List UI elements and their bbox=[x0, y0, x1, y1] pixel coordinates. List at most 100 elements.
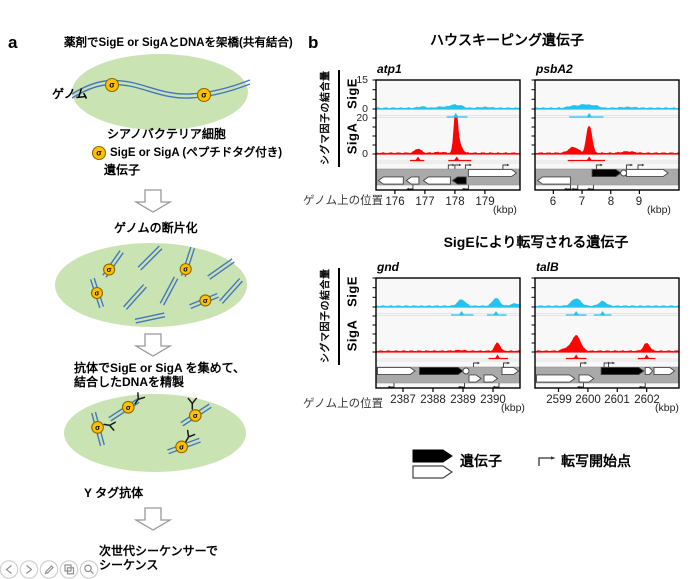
plot-talB: talB 2599 2600 2601 2602 (kbp) bbox=[530, 260, 685, 417]
y-antibody-icon bbox=[103, 421, 116, 431]
peak-summit-triangle bbox=[493, 311, 499, 315]
signal-track bbox=[375, 342, 521, 353]
plot-gene-name: psbA2 bbox=[536, 62, 573, 76]
tss-arrowhead bbox=[477, 361, 480, 365]
tss-arrowhead bbox=[600, 163, 603, 167]
signal-track bbox=[375, 116, 521, 155]
peak-summit-triangle bbox=[453, 113, 459, 117]
x-tick-label: 6 bbox=[549, 196, 557, 208]
svg-text:σ: σ bbox=[183, 265, 188, 274]
tss-arrowhead bbox=[641, 163, 645, 167]
white-gene-arrow bbox=[468, 374, 482, 383]
tss-icon bbox=[626, 164, 631, 169]
toolbar-button-previous-icon[interactable] bbox=[0, 560, 19, 579]
y-axis-label: シグマ因子の結合量 bbox=[320, 268, 332, 364]
genome-dna-strand bbox=[71, 79, 251, 99]
edit-pencil-icon[interactable] bbox=[39, 560, 59, 579]
black-gene-arrow bbox=[419, 366, 464, 376]
plot-psbA2: psbA2 6 7 8 9 (kbp) bbox=[530, 62, 685, 219]
svg-text:σ: σ bbox=[95, 423, 100, 432]
tss-arrowhead bbox=[612, 361, 615, 365]
x-axis-label: ゲノム上の位置 bbox=[303, 195, 384, 207]
white-gene-arrow bbox=[405, 176, 420, 185]
x-tick-label: 2601 bbox=[604, 394, 630, 406]
tss-arrowhead bbox=[452, 163, 455, 167]
cell-ellipse-1 bbox=[72, 54, 248, 130]
kbp-unit-label: (kbp) bbox=[501, 402, 525, 414]
white-gene-arrow bbox=[626, 168, 669, 178]
step3-title-2: 結合したDNAを精製 bbox=[74, 375, 184, 389]
tss-icon bbox=[595, 164, 601, 169]
svg-text:σ: σ bbox=[193, 411, 198, 420]
x-tick-label: 9 bbox=[635, 196, 643, 208]
antibody-label: Y タグ抗体 bbox=[84, 486, 144, 500]
dna-fragment bbox=[207, 258, 235, 280]
white-gene-arrow bbox=[501, 366, 520, 376]
panel-b-label: b bbox=[308, 33, 319, 52]
kbp-unit-label: (kbp) bbox=[647, 204, 671, 216]
dna-fragment bbox=[137, 245, 163, 271]
tss-icon bbox=[408, 185, 414, 190]
plot-gnd: gnd 2387 2388 2389 2390 (kbp) bbox=[371, 260, 526, 417]
y-axis-number: 0 bbox=[362, 148, 368, 160]
svg-text:σ: σ bbox=[109, 81, 115, 90]
plot-gene-name: gnd bbox=[377, 260, 399, 274]
toolbar-button-zoom-icon[interactable] bbox=[79, 560, 99, 579]
tss-icon bbox=[464, 164, 470, 169]
previous-icon[interactable] bbox=[0, 560, 19, 579]
signal-track bbox=[534, 298, 680, 308]
tss-arrowhead bbox=[506, 163, 510, 167]
tss-icon bbox=[390, 383, 395, 388]
tss-icon bbox=[464, 185, 469, 190]
tss-icon bbox=[447, 164, 453, 169]
peak-summit-triangle bbox=[454, 156, 459, 160]
zoom-icon[interactable] bbox=[79, 560, 99, 579]
kbp-unit-label: (kbp) bbox=[655, 402, 679, 414]
axis-divider-line bbox=[338, 268, 340, 365]
sigma-factor-icon: σ bbox=[121, 400, 135, 414]
tss-icon bbox=[473, 362, 478, 367]
toolbar-button-next-icon[interactable] bbox=[19, 560, 39, 579]
y-antibody-icon bbox=[134, 392, 146, 405]
black-gene-arrow bbox=[591, 168, 622, 178]
copy-icon[interactable] bbox=[59, 560, 79, 579]
genome-browser-atp1 bbox=[372, 79, 521, 194]
svg-text:σ: σ bbox=[95, 289, 100, 298]
section2-title: SigEにより転写される遺伝子 bbox=[443, 234, 629, 250]
antibody-complexes: σ σ σ σ bbox=[91, 392, 212, 455]
peak-summit-triangle bbox=[573, 354, 579, 358]
white-gene-arrow bbox=[578, 374, 595, 383]
section1-title: ハウスキーピング遺伝子 bbox=[430, 32, 584, 48]
toolbar-button-edit-pencil-icon[interactable] bbox=[39, 560, 59, 579]
peak-summit-triangle bbox=[459, 311, 464, 315]
white-gene-arrow bbox=[483, 374, 499, 383]
sigma-legend-icon: σ bbox=[91, 145, 107, 161]
plot-frame bbox=[534, 79, 680, 191]
next-icon[interactable] bbox=[19, 560, 39, 579]
cell-label: シアノバクテリア細胞 bbox=[107, 127, 226, 141]
signal-track bbox=[375, 104, 521, 110]
tss-icon bbox=[589, 185, 594, 190]
dna-fragment bbox=[219, 278, 243, 304]
sigma-factor-icon: σ bbox=[175, 440, 188, 454]
black-gene-arrow-icon bbox=[412, 449, 453, 463]
toolbar-button-copy-icon[interactable] bbox=[59, 560, 79, 579]
y-axis-number: 15 bbox=[356, 74, 368, 86]
signal-track bbox=[534, 104, 680, 110]
tss-icon bbox=[460, 383, 465, 388]
dna-fragment bbox=[159, 276, 179, 306]
plot-frame bbox=[534, 277, 680, 389]
y-antibody-icon bbox=[185, 429, 196, 443]
tss-icon bbox=[637, 164, 642, 169]
x-tick-label: 179 bbox=[475, 196, 495, 208]
plot-atp1: atp1 176 177 178 179 (kbp) 15 0 20 0 bbox=[356, 62, 526, 219]
tss-icon bbox=[573, 185, 579, 190]
image-viewer-toolbar bbox=[0, 560, 99, 579]
x-axis-label: ゲノム上の位置 bbox=[303, 398, 384, 410]
plot-frame bbox=[375, 277, 521, 389]
sigA-track-label: SigA bbox=[344, 319, 360, 352]
sigma-factor-icon: σ bbox=[104, 77, 120, 93]
white-gene-arrow bbox=[422, 176, 451, 185]
sigma-factor-icon: σ bbox=[199, 294, 212, 307]
